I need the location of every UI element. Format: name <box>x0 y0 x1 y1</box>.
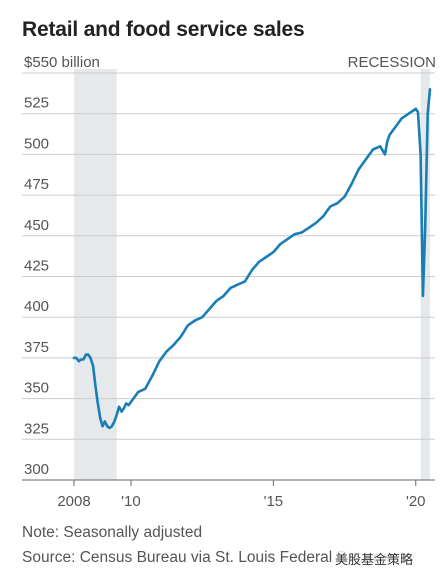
y-tick-label-450: 450 <box>24 217 49 234</box>
x-tick-label-2015: '15 <box>264 493 284 510</box>
x-tick-label-2008: 2008 <box>57 493 90 510</box>
y-tick-label-525: 525 <box>24 95 49 112</box>
y-tick-label-300: 300 <box>24 461 49 478</box>
watermark-label: 美股基金策略 <box>332 548 417 569</box>
recession-band-0 <box>74 69 117 480</box>
series-line-0 <box>72 88 432 430</box>
y-tick-label-500: 500 <box>24 135 49 152</box>
recession-label: RECESSION <box>348 54 436 71</box>
y-tick-label-325: 325 <box>24 420 49 437</box>
x-tick-label-2020: '20 <box>406 493 426 510</box>
y-unit-label: $550 billion <box>24 54 100 71</box>
y-tick-label-375: 375 <box>24 339 49 356</box>
chart-source: Source: Census Bureau via St. Louis Fede… <box>22 549 395 566</box>
y-tick-label-400: 400 <box>24 298 49 315</box>
x-tick-label-2010: '10 <box>121 493 141 510</box>
chart-title: Retail and food service sales <box>22 18 305 41</box>
y-tick-label-475: 475 <box>24 176 49 193</box>
chart-note: Note: Seasonally adjusted <box>22 524 203 541</box>
recession-band-1 <box>420 69 430 480</box>
y-tick-label-350: 350 <box>24 380 49 397</box>
y-tick-label-425: 425 <box>24 258 49 275</box>
